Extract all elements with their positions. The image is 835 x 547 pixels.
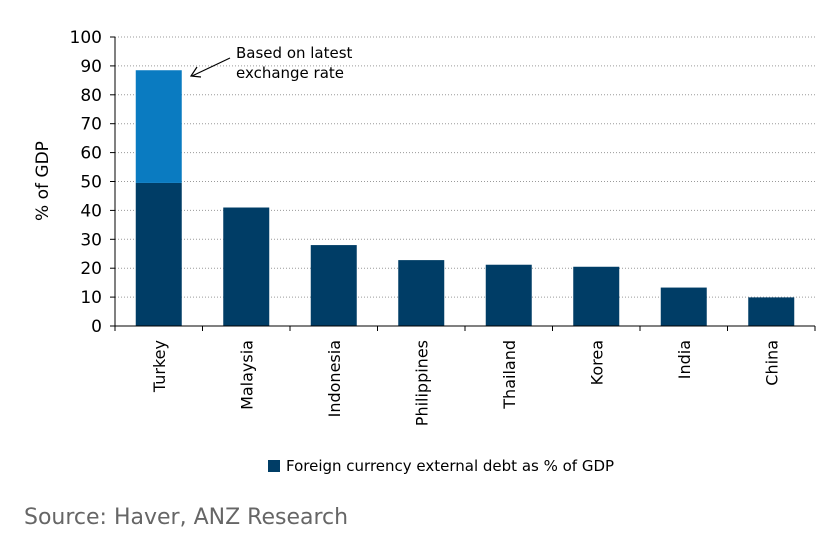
bar-chart: 0 10 20 30 40 50 60 70 80 90 100 Turkey Malaysia Ind… [33,28,816,475]
y-tick-label: 90 [80,57,102,77]
annotation-arrowhead [189,66,202,78]
annotation-text-line-1: Based on latest [236,44,353,62]
bar-philippines-series-1 [398,260,445,326]
y-tick-label: 50 [80,173,102,193]
y-tick-label: 60 [80,144,102,164]
x-category-label: Indonesia [325,340,344,417]
y-tick-label: 20 [80,259,102,279]
x-category-label: Philippines [412,340,431,426]
y-axis-label: % of GDP [33,141,53,221]
annotation-arrow [191,57,231,77]
bar-india-series-1 [660,287,707,326]
y-tick-label: 80 [80,86,102,106]
legend-swatch [268,460,280,472]
y-tick-label: 0 [91,317,102,337]
x-category-label: Thailand [500,340,519,410]
y-tick-label: 10 [80,288,102,308]
bar-indonesia-series-1 [310,245,357,326]
source-note: Source: Haver, ANZ Research [24,505,349,530]
bar-malaysia-series-1 [223,207,270,326]
annotation-text-line-2: exchange rate [236,64,344,82]
y-tick-label: 40 [80,201,102,221]
x-category-labels: Turkey Malaysia Indonesia Philippines Thaila… [150,340,782,426]
y-tick-label: 30 [80,230,102,250]
x-category-label: Korea [587,340,606,385]
bar-thailand-series-1 [485,264,532,326]
bar-china-series-1 [748,297,795,326]
x-category-label: Turkey [150,340,169,393]
x-category-label: India [675,340,694,379]
legend: Foreign currency external debt as % of G… [268,457,614,475]
bar-turkey-series-1 [135,182,182,326]
annotation: Based on latest exchange rate [189,44,353,82]
y-tick-label: 100 [70,28,102,48]
y-tick-labels: 0 10 20 30 40 50 60 70 80 90 100 [70,28,102,337]
y-tick-label: 70 [80,115,102,135]
gridlines [115,36,815,298]
axes [110,36,816,331]
bars [135,70,795,326]
bar-turkey-series-2 [135,70,182,183]
bar-korea-series-1 [573,266,620,326]
legend-label: Foreign currency external debt as % of G… [286,457,614,475]
x-category-label: China [762,340,781,386]
x-category-label: Malaysia [237,340,256,410]
